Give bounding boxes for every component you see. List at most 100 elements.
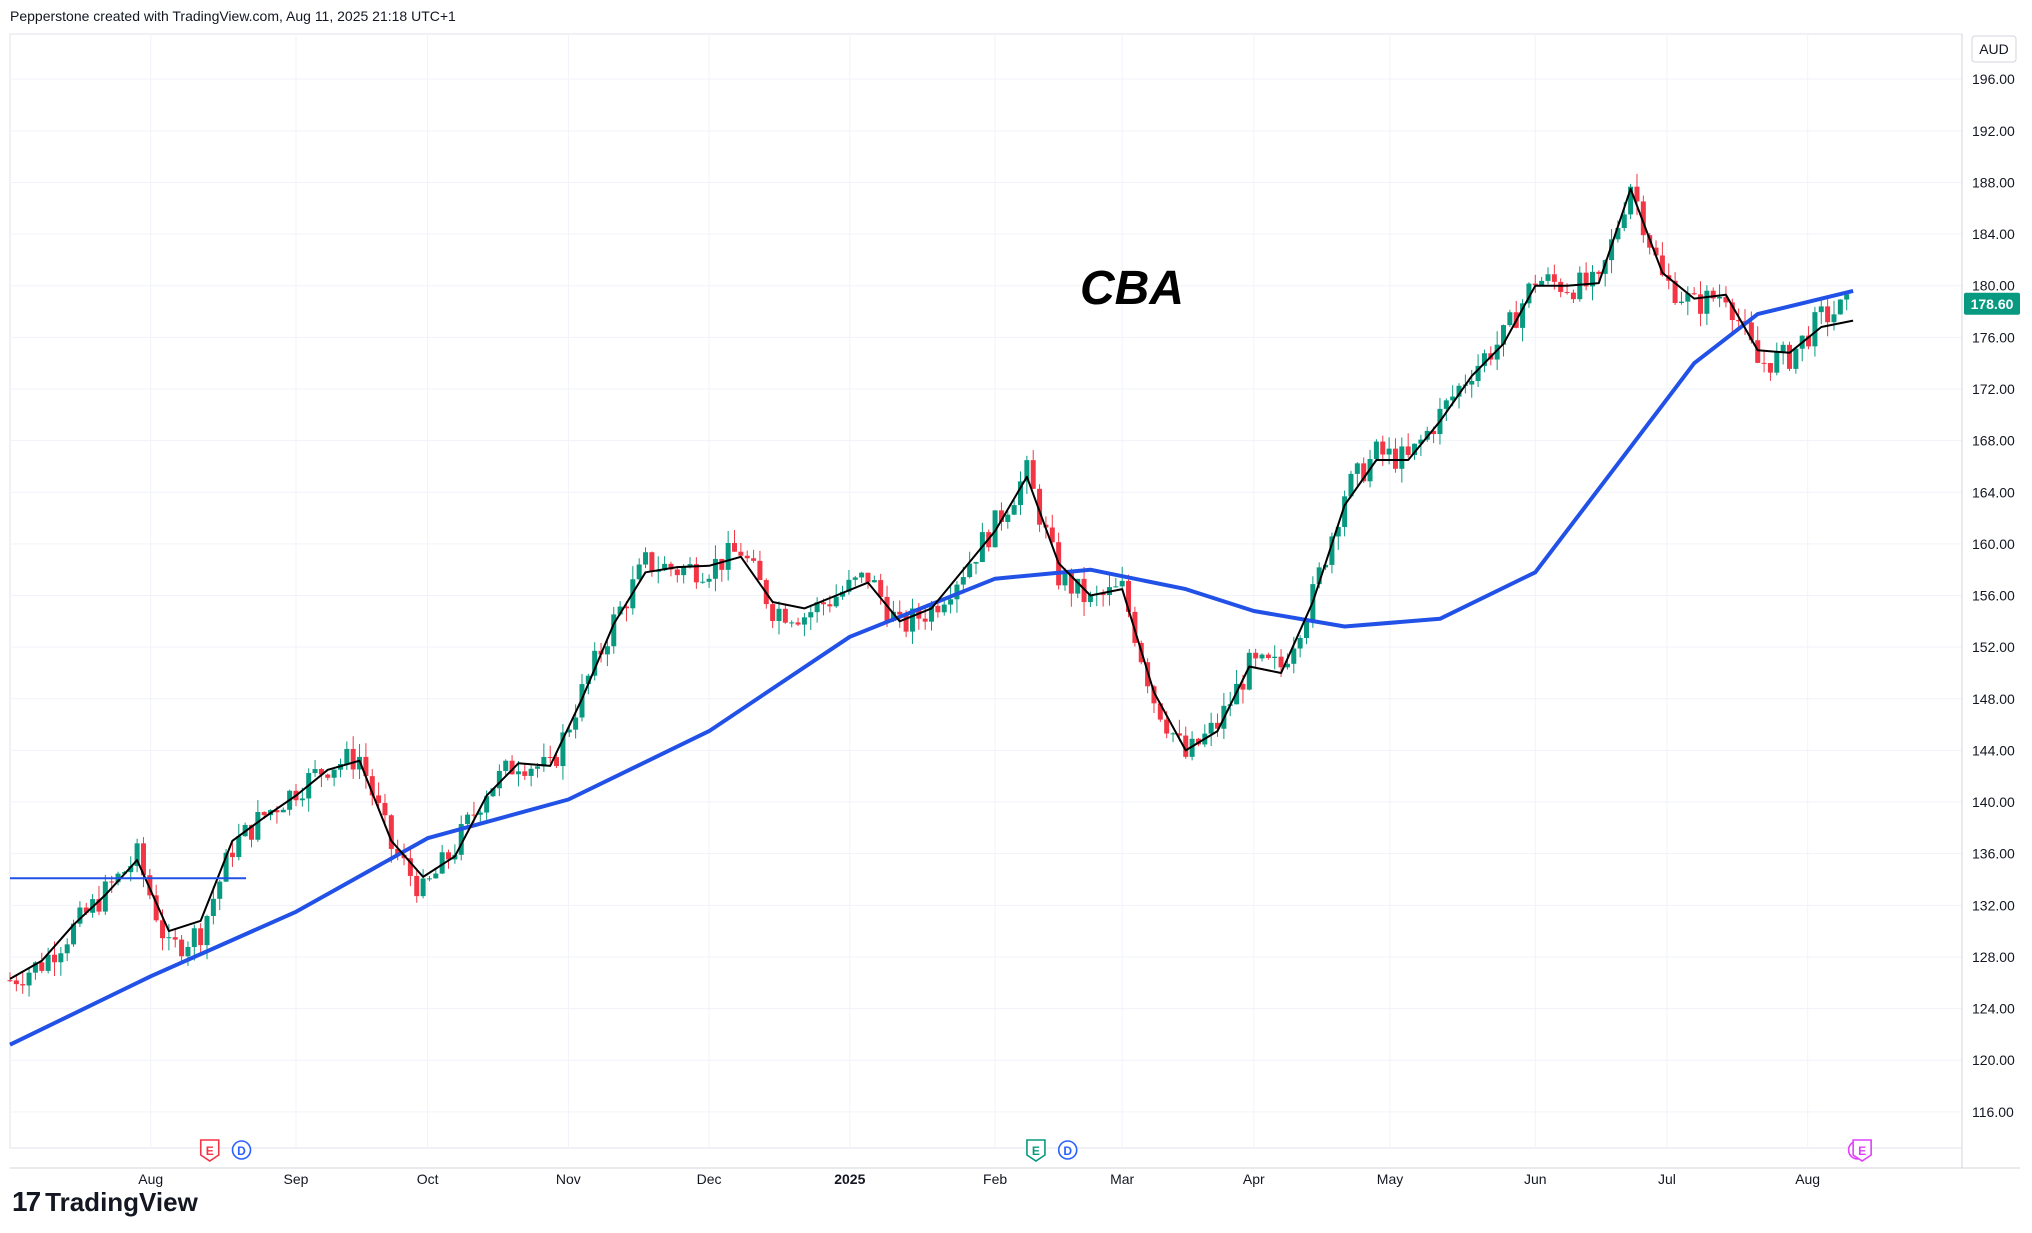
candle-body	[134, 843, 140, 866]
candle-body	[312, 769, 318, 774]
candle-body	[83, 907, 89, 913]
candle-body	[1361, 463, 1367, 482]
candle-body	[643, 552, 649, 565]
candle-body	[1342, 496, 1348, 528]
y-tick-label: 124.00	[1972, 1001, 2015, 1017]
candle-body	[1780, 344, 1786, 352]
chart-header: Pepperstone created with TradingView.com…	[10, 8, 456, 24]
candle-body	[191, 928, 197, 947]
candle-body	[1570, 292, 1576, 300]
candle-body	[1710, 290, 1716, 299]
candle-body	[1170, 733, 1176, 735]
candle-body	[1126, 580, 1132, 612]
y-tick-label: 196.00	[1972, 71, 2015, 87]
candle-body	[1596, 271, 1602, 274]
candle-body	[668, 563, 674, 570]
chart-title: CBA	[1080, 262, 1184, 315]
candle-body	[782, 608, 788, 623]
y-tick-label: 188.00	[1972, 174, 2015, 190]
dividend-icon[interactable]: D	[1057, 1140, 1078, 1160]
y-tick-label: 180.00	[1972, 278, 2015, 294]
y-tick-label: 168.00	[1972, 433, 2015, 449]
y-tick-label: 156.00	[1972, 588, 2015, 604]
candle-body	[280, 809, 286, 813]
candle-body	[1418, 439, 1424, 444]
candle-body	[484, 796, 490, 813]
candle-body	[382, 802, 388, 816]
candle-body	[1481, 353, 1487, 366]
candle-body	[820, 602, 826, 605]
candle-body	[331, 769, 337, 778]
candle-body	[1450, 396, 1456, 401]
earnings-icon[interactable]: E	[199, 1139, 220, 1162]
candle-body	[1005, 514, 1011, 522]
axes: 116.00 120.00 124.00 128.00 132.00 136.00 140.…	[10, 34, 2020, 1187]
candle-body	[1284, 663, 1290, 668]
candle-body	[109, 881, 115, 883]
y-tick-label: 172.00	[1972, 381, 2015, 397]
y-tick-label: 140.00	[1972, 794, 2015, 810]
candle-body	[1539, 280, 1545, 286]
candle-body	[770, 604, 776, 622]
candle-body	[1431, 430, 1437, 435]
candle-body	[1011, 505, 1017, 515]
candle-body	[897, 611, 903, 615]
candle-body	[1748, 322, 1754, 341]
candle-body	[166, 937, 172, 939]
y-tick-label: 148.00	[1972, 691, 2015, 707]
candle-body	[1615, 228, 1621, 240]
candle-body	[1520, 303, 1526, 328]
candle-body	[757, 560, 763, 581]
candle-body	[1075, 578, 1081, 594]
candle-body	[922, 618, 928, 622]
candle-body	[223, 852, 229, 882]
candle-body	[1793, 348, 1799, 369]
candle-body	[490, 788, 496, 797]
candle-body	[458, 824, 464, 855]
x-tick-label: Jul	[1658, 1171, 1676, 1187]
candle-body	[801, 617, 807, 625]
candle-body	[1151, 686, 1157, 704]
candle-body	[960, 577, 966, 585]
candle-body	[407, 858, 413, 876]
candle-body	[1335, 527, 1341, 537]
candle-body	[77, 907, 83, 924]
candle-body	[522, 771, 528, 776]
candle-body	[1316, 567, 1322, 585]
candle-body	[465, 814, 471, 825]
candle-body	[712, 558, 718, 579]
earnings-icon[interactable]: E	[1852, 1139, 1872, 1162]
candle-body	[325, 774, 331, 778]
candle-body	[929, 605, 935, 622]
candle-body	[1259, 654, 1265, 659]
candle-body	[1405, 446, 1411, 455]
candle-body	[102, 881, 108, 912]
candle-body	[255, 812, 261, 840]
candle-body	[1240, 683, 1246, 690]
candle-body	[1837, 299, 1843, 315]
candle-body	[776, 608, 782, 622]
y-tick-label: 144.00	[1972, 742, 2015, 758]
candle-body	[376, 795, 382, 803]
candle-body	[560, 732, 566, 767]
candle-body	[693, 564, 699, 583]
candle-body	[623, 606, 629, 609]
candle-body	[1373, 441, 1379, 460]
x-tick-label: Jun	[1524, 1171, 1547, 1187]
candle-body	[414, 875, 420, 897]
earnings-icon[interactable]: E	[1026, 1139, 1046, 1162]
candle-body	[1736, 320, 1742, 322]
candle-body	[1253, 652, 1259, 659]
candle-body	[1825, 306, 1831, 323]
candle-body	[1767, 363, 1773, 373]
y-tick-label: 132.00	[1972, 897, 2015, 913]
candle-body	[681, 567, 687, 576]
candle-body	[1291, 648, 1297, 664]
candle-body	[1329, 536, 1335, 565]
candle-body	[185, 946, 191, 957]
candle-body	[852, 577, 858, 580]
dividend-icon[interactable]: D	[231, 1140, 252, 1160]
candle-body	[1723, 296, 1729, 303]
